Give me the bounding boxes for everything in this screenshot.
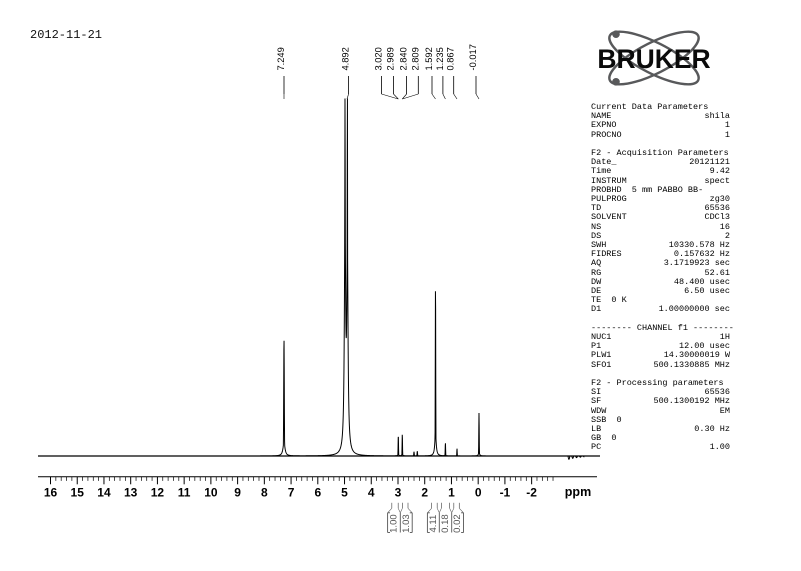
- svg-text:14: 14: [97, 486, 111, 500]
- svg-text:1.03: 1.03: [401, 514, 412, 533]
- svg-text:ppm: ppm: [565, 485, 591, 499]
- svg-text:0.18: 0.18: [440, 514, 451, 533]
- svg-text:10: 10: [204, 486, 218, 500]
- svg-text:3.020: 3.020: [374, 47, 384, 70]
- svg-text:7.249: 7.249: [276, 47, 286, 70]
- svg-text:4: 4: [368, 486, 375, 500]
- svg-text:1.00: 1.00: [389, 514, 400, 533]
- svg-text:3: 3: [395, 486, 402, 500]
- svg-text:9: 9: [234, 486, 241, 500]
- svg-text:1.235: 1.235: [435, 47, 445, 70]
- svg-text:-0.017: -0.017: [468, 44, 478, 70]
- svg-text:8: 8: [261, 486, 268, 500]
- svg-text:0.867: 0.867: [446, 47, 456, 70]
- svg-text:13: 13: [124, 486, 138, 500]
- svg-text:4.11: 4.11: [428, 515, 439, 533]
- svg-text:16: 16: [44, 486, 58, 500]
- svg-text:5: 5: [341, 486, 348, 500]
- svg-text:12: 12: [151, 486, 165, 500]
- svg-text:4.892: 4.892: [341, 47, 351, 70]
- svg-text:2.989: 2.989: [386, 47, 396, 70]
- svg-text:2.809: 2.809: [410, 47, 420, 70]
- svg-text:1: 1: [448, 486, 455, 500]
- svg-text:11: 11: [178, 486, 191, 500]
- svg-text:2.840: 2.840: [399, 47, 409, 70]
- svg-text:0.02: 0.02: [452, 514, 463, 533]
- svg-text:0: 0: [475, 486, 482, 500]
- svg-text:1.592: 1.592: [424, 47, 434, 70]
- svg-text:6: 6: [314, 486, 321, 500]
- svg-text:15: 15: [71, 486, 85, 500]
- svg-text:-1: -1: [500, 486, 511, 500]
- svg-text:2: 2: [421, 486, 428, 500]
- svg-text:-2: -2: [526, 486, 537, 500]
- svg-text:7: 7: [288, 486, 295, 500]
